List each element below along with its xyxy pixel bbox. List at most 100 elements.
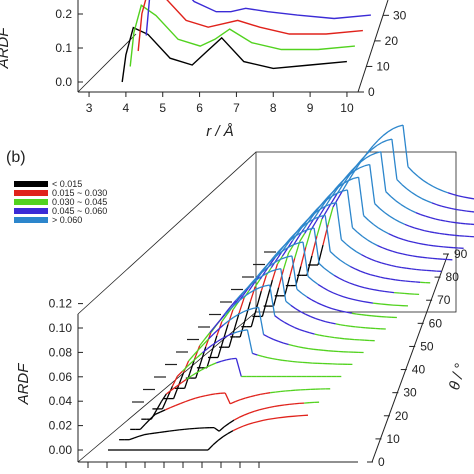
b-series-segment — [304, 220, 311, 226]
b-series-segment — [149, 432, 155, 435]
b-series-segment — [315, 207, 322, 213]
b-series-segment — [218, 426, 225, 432]
b-series-segment — [222, 432, 229, 438]
b-z-tick-label: 20 — [395, 409, 409, 423]
b-series-segment — [322, 287, 329, 291]
b-series-segment — [366, 256, 372, 260]
b-series-segment — [257, 354, 263, 358]
b-series-segment — [316, 203, 323, 210]
b-series-segment — [200, 346, 207, 363]
b-series-segment — [352, 298, 359, 302]
b-series-segment — [154, 431, 160, 434]
b-series-segment — [406, 188, 413, 194]
b-series-segment — [345, 324, 351, 327]
b-series-segment — [269, 284, 276, 316]
b-series-segment — [333, 186, 340, 192]
b-series-segment — [374, 203, 381, 209]
b-series-segment — [370, 152, 377, 156]
b-series-segment — [315, 317, 321, 321]
b-series-segment — [278, 245, 285, 252]
b-series-segment — [332, 192, 338, 197]
b-series-segment — [416, 268, 422, 271]
b-series-segment — [331, 307, 338, 311]
b-series-segment — [299, 328, 305, 332]
b-series-segment — [305, 313, 312, 318]
b-series-segment — [273, 405, 280, 408]
a-x-tick-label: 3 — [86, 101, 93, 115]
legend-label: > 0.060 — [52, 215, 82, 225]
b-series-segment — [410, 209, 417, 214]
b-series-segment — [357, 299, 364, 303]
b-series-segment — [387, 128, 394, 133]
b-series-segment — [288, 244, 295, 254]
b-series-segment — [155, 401, 162, 411]
b-series-segment — [347, 297, 354, 301]
b-series-segment — [244, 301, 251, 320]
b-series-segment — [308, 214, 315, 223]
b-series-segment — [257, 419, 264, 423]
b-series-segment — [462, 196, 469, 199]
b-series-segment — [165, 389, 172, 395]
b-series-segment — [444, 233, 450, 236]
b-series-segment — [329, 336, 335, 339]
b-series-segment — [348, 177, 354, 182]
b-series-segment — [207, 344, 213, 350]
a-x-tick-label: 6 — [196, 101, 203, 115]
b-series-segment — [215, 392, 221, 395]
b-series-segment — [403, 238, 409, 242]
b-series-segment — [184, 428, 190, 431]
b-series-segment — [404, 223, 410, 227]
b-series-segment — [194, 345, 201, 359]
b-series-segment — [316, 218, 323, 237]
b-series-segment — [354, 268, 361, 272]
b-series-segment — [364, 163, 370, 167]
b-panel-label: (b) — [6, 149, 26, 166]
b-series-segment — [299, 223, 306, 230]
b-series-segment — [310, 211, 317, 217]
b-series-segment — [308, 347, 314, 350]
b-series-segment — [439, 232, 445, 235]
b-series-segment — [346, 311, 353, 314]
b-series-segment — [195, 396, 201, 399]
b-series-segment — [467, 197, 474, 200]
b-series-segment — [402, 125, 409, 167]
b-series-segment — [375, 275, 381, 278]
a-x-axis-title: r / Å — [206, 123, 234, 140]
b-series-segment — [355, 326, 361, 329]
b-series-segment — [280, 390, 286, 393]
b-series-segment — [366, 314, 372, 317]
b-series-segment — [213, 328, 220, 335]
b-series-segment — [223, 422, 230, 428]
b-series-segment — [139, 423, 146, 430]
a-depth-line — [77, 33, 137, 93]
b-series-segment — [169, 405, 176, 409]
b-series-segment — [258, 407, 265, 411]
b-series-segment — [397, 252, 403, 255]
b-series-segment — [328, 271, 335, 276]
b-series-segment — [286, 255, 293, 258]
b-series-segment — [293, 236, 300, 246]
b-series-segment — [400, 203, 407, 209]
b-series-segment — [282, 416, 289, 418]
b-series-segment — [239, 319, 246, 338]
b-series-segment — [248, 282, 255, 291]
b-series-segment — [266, 263, 273, 269]
b-series-segment — [267, 356, 273, 360]
b-series-segment — [268, 405, 275, 409]
b-series-segment — [442, 190, 449, 194]
b-series-segment — [238, 297, 245, 314]
a-z-tick-label: 20 — [385, 34, 399, 48]
b-series-segment — [292, 360, 298, 363]
b-series-segment — [415, 211, 422, 216]
b-series-segment — [358, 285, 365, 289]
b-series-segment — [344, 262, 351, 267]
b-series-segment — [302, 241, 309, 277]
b-series-segment — [380, 151, 387, 192]
b-series-segment — [426, 200, 433, 204]
b-series-segment — [350, 325, 356, 328]
b-series-segment — [320, 214, 326, 218]
b-series-segment — [321, 198, 328, 205]
b-series-segment — [395, 279, 401, 282]
b-y-tick-label: 0.12 — [49, 297, 73, 311]
b-series-segment — [184, 399, 191, 403]
